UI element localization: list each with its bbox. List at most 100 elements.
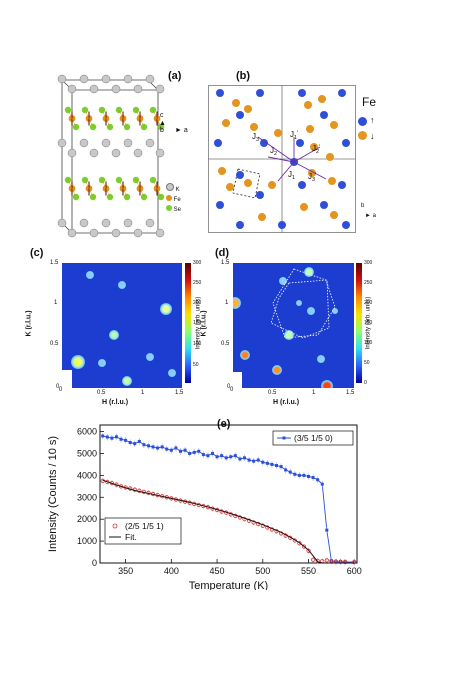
fe-up-atom [260,139,268,147]
fe-up-atom [216,201,224,209]
fe-up-atom [256,89,264,97]
diffraction-spot [168,369,176,377]
k-atom [79,218,89,228]
data-point-blue [311,476,315,480]
diffraction-spot [321,380,333,388]
fe-up-spin [358,117,367,126]
k-atom [123,74,133,84]
bond [118,179,128,198]
d-xtick-2: 0.5 [268,390,277,396]
axis-c-label: c [160,112,164,119]
diffraction-spot [307,307,315,315]
data-point-blue [178,449,182,453]
data-point-blue [275,464,279,468]
spin-up-arrow: ↑ [370,115,375,125]
fe-down-atom [218,167,226,175]
c-ylabel: K (r.l.u.) [25,310,33,337]
diffraction-spot [146,353,154,361]
c-xtick-2: 0.5 [97,390,106,396]
data-point-blue [297,473,301,477]
fe-up-atom [298,181,306,189]
c-cbar-tick-6: 50 [193,362,199,368]
coupling-J1: J1 [288,170,295,181]
diffraction-spot [272,365,282,375]
spin-lattice: J3 J1' J2 J2' J1 J3' [208,85,356,233]
exchange-bond [293,161,327,180]
fe-up-atom [216,89,224,97]
x-tick-label: 350 [118,566,133,576]
fe-down-atom [318,95,326,103]
diffraction-spot [317,355,325,363]
k-atom [133,84,143,94]
coupling-J2: J2 [270,146,277,157]
k-atom [155,148,165,158]
c-cbar-tick-1: 300 [193,260,202,266]
data-point-blue [270,462,274,466]
bond [135,179,145,198]
k-atom [155,228,165,238]
fe-down-atom [330,211,338,219]
k-atom [145,138,155,148]
fe-up-atom [236,171,244,179]
panel-b: (b) J3 J1' J2 J2' J1 J3' Fe ↑ ↓ b ► a [200,65,410,240]
x-tick-label: 450 [210,566,225,576]
d-xtick-4: 1.5 [346,390,355,396]
fe-down-atom [232,99,240,107]
se-atom [123,193,131,201]
data-point-red [306,548,311,553]
data-point-blue [137,439,141,443]
diffraction-spot [304,267,314,277]
data-point-blue [165,447,169,451]
diffraction-spot [71,355,85,369]
k-atom [89,84,99,94]
c-cbar-tick-4: 150 [193,320,202,326]
data-point-blue [128,441,132,445]
fe-down-atom [300,203,308,211]
legend-blue-label: (3/5 1/5 0) [294,433,333,443]
c-cbar-tick-5: 100 [193,341,202,347]
fe-up-atom [338,181,346,189]
fe-down-atom [258,213,266,221]
fe-down-atom [306,125,314,133]
coupling-J1-prime: J1' [290,130,298,141]
diffraction-spot [109,330,119,340]
d-colorbar [356,263,362,383]
bond [67,109,77,128]
data-point-blue [110,436,114,440]
fe-down-atom [226,183,234,191]
heatmap-c [62,263,182,388]
panel-e: (e) 350 400 450 500 550 600 0 1000 2000 3000 4000 5… [35,415,375,590]
data-point-blue [142,443,146,447]
bond [118,109,128,128]
panel-e-label: (e) [217,418,231,430]
c-xtick-4: 1.5 [175,390,184,396]
data-point-red [315,558,320,563]
fe-up-atom [342,139,350,147]
k-atom [155,84,165,94]
fe-up-atom [236,111,244,119]
c-xtick-1: 0 [59,387,63,393]
y-tick-label: 5000 [77,448,97,458]
fe-up-atom [320,111,328,119]
exchange-bond [277,161,295,182]
data-point-blue [220,454,224,458]
data-point-blue [215,455,219,459]
diffraction-spot [284,330,294,340]
fe-up-atom [338,89,346,97]
k-atom [111,84,121,94]
panel-c-label: (c) [30,247,44,259]
fit-line [102,479,355,564]
se-atom [157,123,165,131]
legend-fe: Fe [166,195,181,205]
panel-d: (d) K (r.l.u.) 1.5 1 0.5 0 0 0.5 1 1.5 H… [201,240,415,410]
crystal-structure [57,74,165,238]
y-tick-label: 1000 [77,536,97,546]
se-atom [157,193,165,201]
data-point-blue [316,478,320,482]
k-atom [145,74,155,84]
c-xlabel: H (r.l.u.) [102,399,129,406]
bond [152,109,162,128]
k-atom [101,138,111,148]
diffraction-spot [160,303,172,315]
d-cbar-tick-4: 150 [364,320,373,326]
